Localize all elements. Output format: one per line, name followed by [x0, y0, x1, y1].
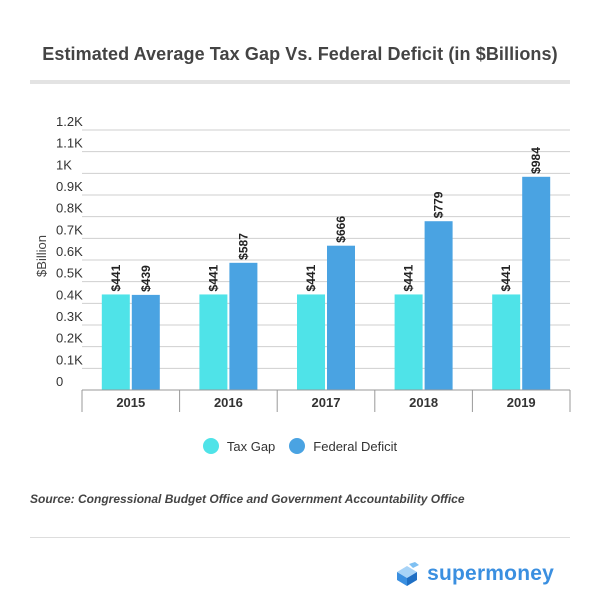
y-tick-label: 1.2K — [56, 114, 83, 129]
bar-chart: 0 0.1K 0.2K 0.3K 0.4K 0.5K 0.6K 0.7K 0.8K 0.9K 1K 1… — [34, 114, 571, 412]
data-label: $441 — [206, 264, 220, 291]
data-label: $439 — [139, 265, 153, 292]
y-tick-label: 0 — [56, 374, 63, 389]
brand-logo: supermoney — [395, 562, 554, 586]
title-divider — [30, 80, 570, 84]
data-label: $441 — [499, 264, 513, 291]
data-label: $441 — [304, 264, 318, 291]
bar-tax-gap-2017 — [297, 294, 325, 390]
data-label: $441 — [402, 264, 416, 291]
data-label: $587 — [236, 233, 250, 260]
y-tick-label: 0.7K — [56, 222, 83, 237]
data-labels: $441 $439 $441 $587 $441 $666 $441 $779 $441 $984 — [109, 147, 543, 292]
legend-item-tax-gap: Tax Gap — [202, 438, 276, 454]
y-tick-label: 1.1K — [56, 136, 83, 151]
y-tick-label: 0.8K — [56, 201, 83, 216]
y-tick-label: 0.2K — [56, 331, 83, 346]
bar-tax-gap-2018 — [394, 294, 423, 390]
bar-federal-deficit-2015 — [131, 294, 160, 390]
y-axis-label: $Billion — [34, 235, 49, 277]
data-label: $779 — [432, 191, 446, 218]
y-tick-label: 0.5K — [56, 266, 83, 281]
y-tick-label: 0.9K — [56, 179, 83, 194]
legend-label-tax-gap: Tax Gap — [226, 438, 276, 454]
y-tick-label: 0.6K — [56, 244, 83, 259]
data-label: $666 — [334, 216, 348, 243]
source-note: Source: Congressional Budget Office and … — [30, 492, 465, 506]
x-tick-label: 2016 — [214, 395, 243, 410]
y-tick-label: 0.3K — [56, 309, 83, 324]
x-tick-label: 2019 — [507, 395, 536, 410]
x-tick-label: 2017 — [312, 395, 341, 410]
data-label: $441 — [109, 264, 123, 291]
data-label: $984 — [529, 147, 543, 174]
legend-swatch-tax-gap — [202, 438, 219, 454]
footer-divider — [30, 537, 570, 538]
bar-federal-deficit-2017 — [327, 245, 355, 390]
y-tick-label: 1K — [56, 157, 72, 172]
x-tick-label: 2015 — [116, 395, 145, 410]
chart-title: Estimated Average Tax Gap Vs. Federal De… — [42, 44, 558, 64]
bar-tax-gap-2019 — [492, 294, 521, 390]
bars — [101, 176, 551, 390]
cube-logo-icon — [397, 562, 420, 586]
grid-lines — [82, 129, 570, 391]
bar-federal-deficit-2016 — [229, 262, 258, 390]
legend-swatch-federal-deficit — [289, 438, 306, 454]
bar-tax-gap-2015 — [101, 294, 130, 390]
legend: Tax Gap Federal Deficit — [0, 438, 600, 454]
legend-label-federal-deficit: Federal Deficit — [313, 438, 398, 454]
y-tick-label: 0.1K — [56, 352, 83, 367]
x-tick-label: 2018 — [409, 395, 438, 410]
y-tick-label: 0.4K — [56, 287, 83, 302]
brand-name: supermoney — [427, 562, 554, 585]
y-axis-ticks: 0 0.1K 0.2K 0.3K 0.4K 0.5K 0.6K 0.7K 0.8K 0.9K 1K 1… — [56, 114, 83, 389]
bar-tax-gap-2016 — [199, 294, 228, 390]
bar-federal-deficit-2019 — [522, 176, 551, 390]
x-axis: 2015 2016 2017 2018 2019 — [81, 389, 571, 412]
bar-federal-deficit-2018 — [424, 221, 453, 390]
legend-item-federal-deficit: Federal Deficit — [289, 438, 397, 454]
